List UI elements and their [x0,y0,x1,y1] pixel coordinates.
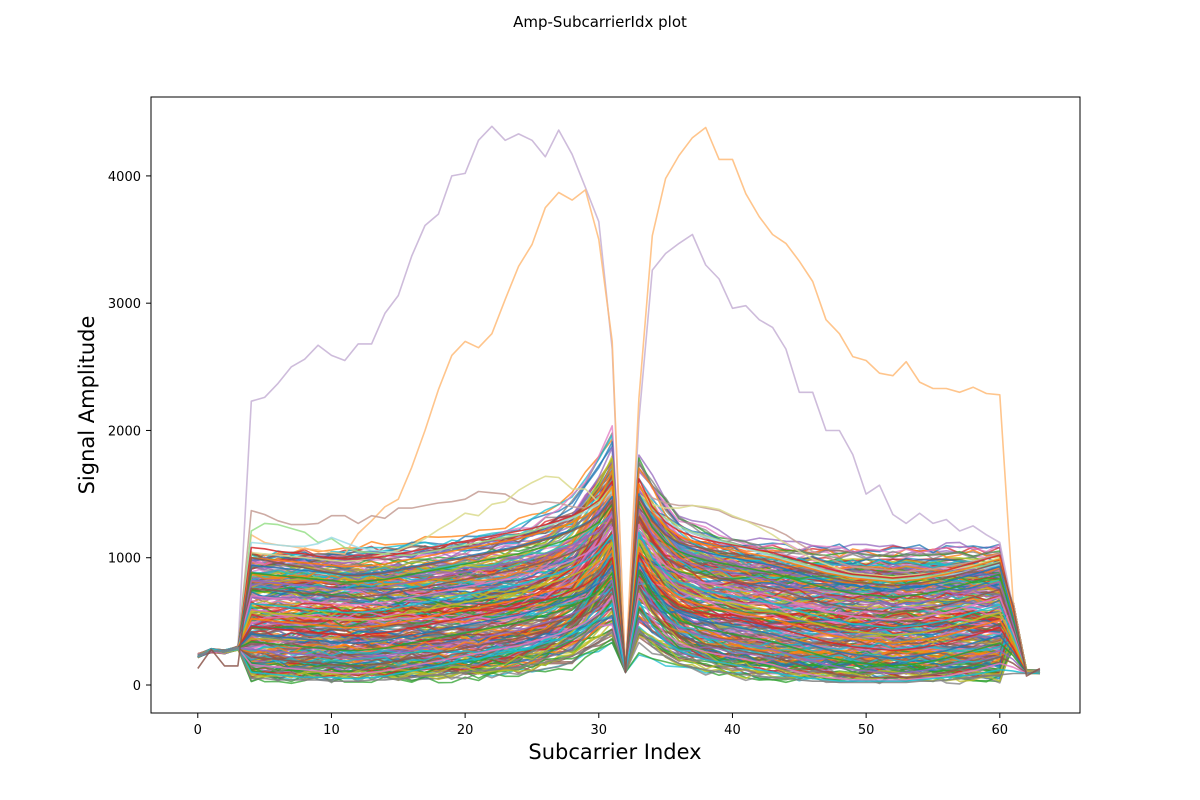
y-tick-label: 2000 [108,424,141,439]
y-axis-ticks: 0 1000 2000 3000 4000 [108,170,151,694]
plot-frame [150,96,1081,714]
series-line [197,495,1041,677]
x-tick-label: 30 [591,723,608,738]
x-tick-label: 0 [194,723,202,738]
x-tick-label: 60 [992,723,1009,738]
x-tick-label: 50 [858,723,875,738]
series-line [197,628,1041,684]
chart-title: Amp-SubcarrierIdx plot [513,13,687,31]
y-tick-label: 3000 [108,297,141,312]
x-tick-label: 20 [457,723,474,738]
series-line [197,600,1041,682]
y-tick-label: 4000 [108,170,141,185]
x-tick-label: 40 [724,723,741,738]
series-line [197,126,1041,675]
x-tick-label: 10 [323,723,340,738]
series-layer [197,125,1041,685]
y-axis-label: Signal Amplitude [75,316,99,495]
y-tick-label: 1000 [108,552,141,567]
y-tick-label: 0 [133,679,141,694]
x-axis-label: Subcarrier Index [528,740,701,764]
x-axis-ticks: 0 10 20 30 40 50 60 [194,713,1008,738]
